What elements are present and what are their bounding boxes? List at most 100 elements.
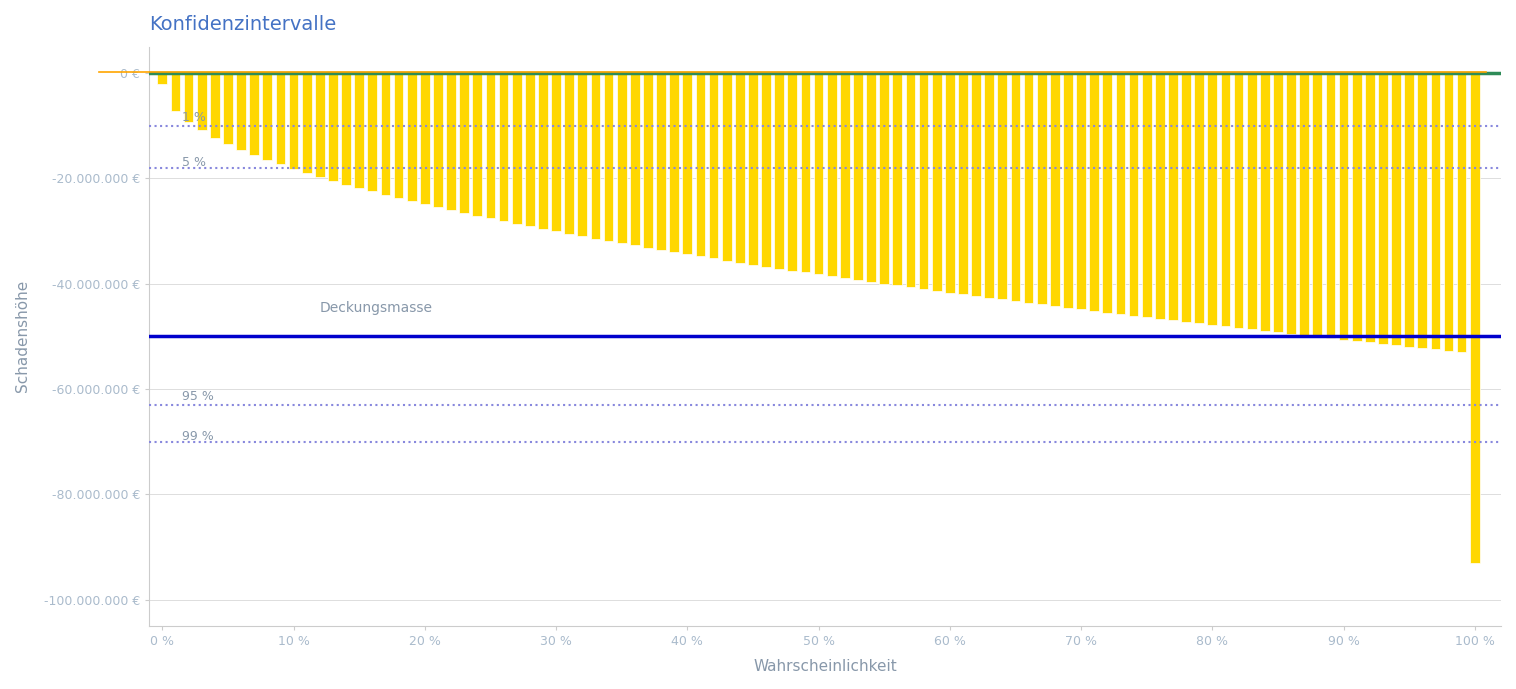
Bar [420, 73, 429, 204]
Bar [394, 73, 403, 198]
Bar [708, 73, 719, 258]
Bar [512, 73, 522, 224]
Bar [1339, 73, 1348, 340]
Bar [1378, 73, 1387, 344]
Bar [735, 73, 744, 263]
Bar [315, 73, 324, 177]
Bar [1063, 73, 1073, 308]
Bar [787, 73, 797, 271]
Bar [1220, 73, 1231, 327]
Bar [1167, 73, 1178, 320]
Bar [1011, 73, 1020, 301]
Bar [538, 73, 547, 229]
Bar [552, 73, 561, 232]
Bar [223, 73, 233, 144]
Bar [603, 73, 614, 241]
Bar [1195, 73, 1204, 323]
Bar [696, 73, 705, 256]
Bar [747, 73, 758, 265]
Bar [1443, 73, 1454, 351]
Bar [1076, 73, 1085, 309]
Bar [525, 73, 535, 226]
Bar [591, 73, 600, 238]
Bar [1207, 73, 1217, 325]
Bar [1352, 73, 1361, 341]
Bar [893, 73, 902, 285]
Bar [1260, 73, 1269, 331]
Bar [958, 73, 967, 294]
Bar [1246, 73, 1257, 329]
Bar [761, 73, 772, 267]
Bar [1364, 73, 1375, 342]
Bar [879, 73, 888, 284]
Bar [473, 73, 482, 216]
Text: Deckungsmasse: Deckungsmasse [320, 301, 432, 315]
Bar [1431, 73, 1440, 349]
Bar [1325, 73, 1336, 338]
Bar [1155, 73, 1164, 319]
Bar [367, 73, 377, 192]
Bar [209, 73, 220, 138]
Bar [1457, 73, 1466, 352]
Text: 95 %: 95 % [182, 390, 214, 403]
Bar [1142, 73, 1152, 317]
Text: 99 %: 99 % [182, 430, 214, 443]
X-axis label: Wahrscheinlichkeit: Wahrscheinlichkeit [753, 659, 897, 674]
Bar [905, 73, 916, 287]
Bar [866, 73, 876, 282]
Bar [381, 73, 390, 195]
Bar [406, 73, 417, 201]
Bar [722, 73, 732, 260]
Bar [669, 73, 679, 252]
Bar [327, 73, 338, 181]
Bar [578, 73, 587, 236]
Bar [302, 73, 311, 173]
Bar [262, 73, 273, 160]
Bar [276, 73, 285, 165]
Bar [236, 73, 246, 150]
Bar [826, 73, 837, 276]
Bar [1404, 73, 1414, 347]
Bar [944, 73, 955, 293]
Bar [682, 73, 693, 254]
Bar [288, 73, 299, 169]
Bar [1471, 73, 1480, 563]
Bar [631, 73, 640, 245]
Bar [183, 73, 194, 122]
Bar [800, 73, 810, 272]
Text: 1 %: 1 % [182, 111, 206, 124]
Y-axis label: Schadenshöhe: Schadenshöhe [15, 280, 30, 393]
Bar [1273, 73, 1283, 332]
Bar [1037, 73, 1046, 305]
Bar [158, 73, 167, 83]
Bar [1102, 73, 1113, 313]
Bar [1128, 73, 1139, 316]
Bar [775, 73, 784, 269]
Bar [249, 73, 259, 155]
Bar [1181, 73, 1192, 322]
Bar [1299, 73, 1308, 336]
Bar [932, 73, 941, 291]
Bar [1286, 73, 1296, 333]
Bar [643, 73, 653, 247]
Bar [355, 73, 364, 188]
Bar [984, 73, 994, 298]
Bar [840, 73, 849, 278]
Bar [998, 73, 1007, 300]
Bar [564, 73, 575, 234]
Bar [485, 73, 496, 218]
Bar [854, 73, 863, 280]
Bar [972, 73, 981, 296]
Bar [197, 73, 206, 130]
Bar [1051, 73, 1060, 306]
Bar [1392, 73, 1401, 345]
Bar [1116, 73, 1125, 314]
Bar [1234, 73, 1243, 328]
Bar [919, 73, 928, 289]
Bar [499, 73, 508, 221]
Bar [446, 73, 456, 210]
Bar [617, 73, 626, 243]
Bar [459, 73, 468, 213]
Bar [1313, 73, 1322, 337]
Bar [170, 73, 180, 110]
